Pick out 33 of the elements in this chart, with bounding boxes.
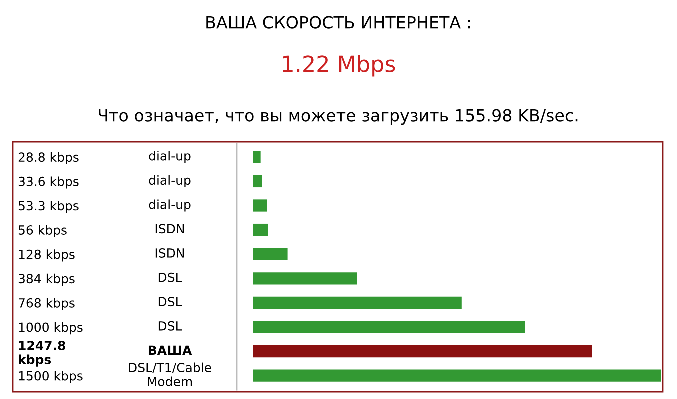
bar (253, 370, 661, 382)
bar (253, 224, 268, 236)
chart-title: ВАША СКОРОСТЬ ИНТЕРНЕТА : (206, 16, 470, 29)
bar (253, 248, 288, 260)
bar (253, 296, 462, 310)
text: dial-up (149, 175, 191, 188)
text: dial-up (149, 151, 191, 164)
bar (253, 345, 592, 358)
y-tick-label: 384 kbps (18, 274, 75, 286)
y-tick-label: 768 kbps (19, 298, 75, 310)
bar (253, 321, 526, 334)
text: dial-up (149, 200, 191, 212)
text: ISDN (156, 224, 184, 234)
y-tick-label: 1247.8 kbps (19, 340, 66, 367)
chart-subtitle: 1.22 Mbps (283, 55, 396, 77)
text: DSL/T1/Cable Modem (129, 362, 212, 386)
y-tick-label: 1000 kbps (19, 322, 83, 335)
y-tick-label: 56 kbps (18, 225, 67, 238)
text: DSL (158, 297, 182, 307)
bar (253, 151, 261, 164)
text: Что означает, что вы можете загрузить 155.98 KB/sec. (99, 109, 578, 126)
bar (253, 175, 262, 188)
y-tick-label: 128 kbps (19, 250, 75, 262)
bar (253, 200, 268, 212)
text: DSL (158, 321, 182, 331)
text: ISDN (156, 248, 184, 258)
y-tick-label: 33.6 kbps (18, 176, 79, 189)
y-tick-label: 28.8 kbps (18, 152, 79, 164)
y-tick-label: 1500 kbps (19, 371, 83, 384)
text: ВАША (148, 346, 192, 355)
text: DSL (158, 272, 182, 282)
y-tick-label: 53.3 kbps (18, 201, 79, 214)
bar (253, 272, 358, 285)
